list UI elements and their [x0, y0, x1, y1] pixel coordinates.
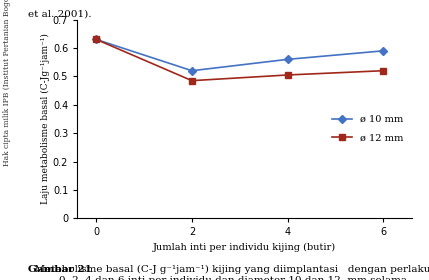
- X-axis label: Jumlah inti per individu kijing (butir): Jumlah inti per individu kijing (butir): [153, 243, 336, 252]
- ø 10 mm: [189, 69, 194, 73]
- Text: Metabolisme basal (C-J g⁻¹jam⁻¹) kijing yang diimplantasi   dengan perlakua: Metabolisme basal (C-J g⁻¹jam⁻¹) kijing …: [28, 265, 429, 274]
- Text: Gambar 21: Gambar 21: [28, 265, 92, 274]
- Text: 0, 2, 4 dan 6 inti per individu dan diameter 10 dan 12  mm selama: 0, 2, 4 dan 6 inti per individu dan diam…: [59, 276, 407, 280]
- ø 12 mm: [94, 38, 99, 41]
- ø 12 mm: [381, 69, 386, 73]
- Line: ø 10 mm: ø 10 mm: [94, 37, 386, 73]
- Line: ø 12 mm: ø 12 mm: [94, 37, 386, 83]
- ø 10 mm: [285, 58, 290, 61]
- ø 12 mm: [285, 73, 290, 77]
- Text: Hak cipta milik IPB (Institut Pertanian Bogor): Hak cipta milik IPB (Institut Pertanian …: [3, 0, 12, 166]
- ø 10 mm: [94, 38, 99, 41]
- ø 12 mm: [189, 79, 194, 82]
- Y-axis label: Laju metabolisme basal (C-Jg⁻¹jam⁻¹): Laju metabolisme basal (C-Jg⁻¹jam⁻¹): [41, 34, 50, 204]
- Text: et al. 2001).: et al. 2001).: [28, 10, 91, 19]
- ø 10 mm: [381, 49, 386, 53]
- Legend: ø 10 mm, ø 12 mm: ø 10 mm, ø 12 mm: [329, 111, 407, 147]
